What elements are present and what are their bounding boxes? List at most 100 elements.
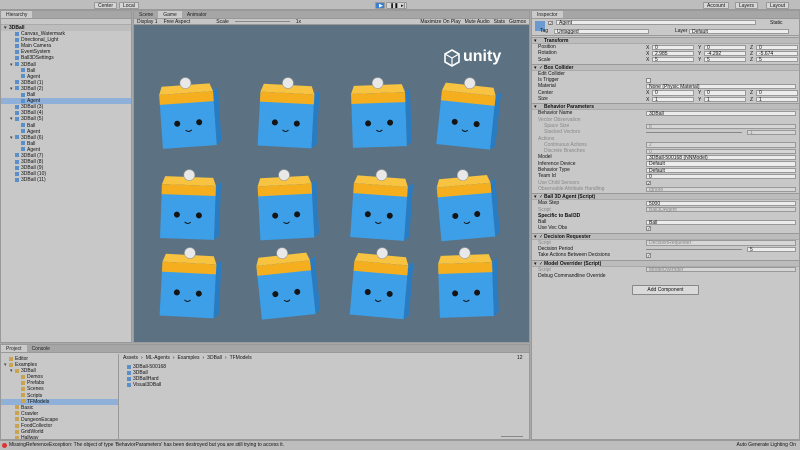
tree-row[interactable]: Scripts xyxy=(1,393,118,399)
field-value[interactable]: 5 xyxy=(747,246,796,252)
field-value[interactable]: 0 xyxy=(652,44,694,50)
inspector-tab[interactable]: Inspector xyxy=(532,11,563,18)
field-value[interactable]: 0 xyxy=(646,148,796,154)
layout-button[interactable]: Layout xyxy=(766,1,790,9)
file-row[interactable]: 3DBall xyxy=(127,370,166,376)
field-value[interactable]: 3DBall xyxy=(646,110,796,117)
game-option[interactable]: Mute Audio xyxy=(464,19,490,25)
field-value[interactable]: 0 xyxy=(704,90,746,96)
file-row[interactable]: 3DBallHard xyxy=(127,376,166,382)
tree-row[interactable]: Agent xyxy=(1,147,131,153)
tree-row[interactable]: 3DBall (1) xyxy=(1,80,131,86)
component-header[interactable]: Ball 3D Agent (Script) xyxy=(532,193,799,201)
game-option[interactable]: Stats xyxy=(493,19,506,25)
tree-row[interactable]: Editor xyxy=(1,356,118,362)
file-row[interactable]: Visual3DBall xyxy=(127,382,166,388)
tree-row[interactable]: Ball xyxy=(1,141,131,147)
tag-dropdown[interactable]: Untagged xyxy=(554,28,649,34)
view-tab[interactable]: Scene xyxy=(139,12,154,18)
pivot-button[interactable]: Center xyxy=(94,1,118,9)
checkbox[interactable] xyxy=(646,78,651,83)
component-header[interactable]: Transform xyxy=(532,37,799,45)
tree-row[interactable]: Directional_Light xyxy=(1,37,131,43)
field-value[interactable]: 5 xyxy=(652,57,694,63)
project-tab[interactable]: Console xyxy=(31,346,50,352)
tree-row[interactable]: TFModels xyxy=(1,398,118,405)
field-value[interactable]: -5.674 xyxy=(756,50,798,57)
object-name[interactable]: Agent xyxy=(556,20,756,26)
view-tab[interactable]: Animator xyxy=(186,12,207,18)
tree-row[interactable]: Crawler xyxy=(1,411,118,417)
field-value[interactable]: None (Physic Material) xyxy=(646,84,796,90)
slider-track[interactable] xyxy=(646,249,742,251)
tree-row[interactable]: Ball3DSettings xyxy=(1,55,131,61)
tree-row[interactable]: Agent xyxy=(1,74,131,80)
breadcrumb-item[interactable]: Examples xyxy=(177,355,200,361)
tree-row[interactable]: 3DBall (10) xyxy=(1,171,131,177)
tree-row[interactable]: 3DBall (6) xyxy=(1,135,131,141)
play-button[interactable]: ▶ xyxy=(375,1,385,9)
field-value[interactable]: DecisionRequester xyxy=(646,240,796,246)
game-option[interactable]: Maximize On Play xyxy=(420,19,461,25)
game-option[interactable]: Gizmos xyxy=(509,19,526,25)
field-value[interactable]: ModelOverrider xyxy=(646,267,796,273)
tree-row[interactable]: Agent xyxy=(1,129,131,135)
tree-row[interactable]: Demos xyxy=(1,374,118,380)
tree-row[interactable]: 3DBall (3) xyxy=(1,104,131,110)
tree-row[interactable]: Basic xyxy=(1,405,118,411)
tree-row[interactable]: Prefabs xyxy=(1,380,118,386)
field-value[interactable]: 0 xyxy=(756,90,798,96)
display-dropdown[interactable]: Display 1 xyxy=(137,19,158,25)
status-message[interactable]: MissingReferenceException: The object of… xyxy=(9,442,285,448)
scene-row[interactable]: 3DBall xyxy=(1,25,131,31)
tree-row[interactable]: DungeonEscape xyxy=(1,417,118,423)
tree-row[interactable]: 3DBall (5) xyxy=(1,116,131,122)
pause-button[interactable]: ❚❚ xyxy=(386,1,398,9)
field-value[interactable]: 1 xyxy=(756,96,798,102)
field-value[interactable]: Ball3DAgent xyxy=(646,207,796,213)
tree-row[interactable]: Ball xyxy=(1,92,131,98)
aspect-dropdown[interactable]: Free Aspect xyxy=(163,19,191,25)
project-tab[interactable]: Project xyxy=(1,345,27,352)
checkbox[interactable] xyxy=(646,226,651,231)
breadcrumb-item[interactable]: TFModels xyxy=(229,355,252,361)
field-value[interactable]: 0 xyxy=(652,90,694,96)
account-button[interactable]: Account xyxy=(703,1,730,9)
field-value[interactable]: Default xyxy=(646,167,796,173)
field-value[interactable]: 5 xyxy=(756,57,798,63)
checkbox[interactable] xyxy=(646,253,651,258)
field-value[interactable]: 2 xyxy=(646,142,796,148)
field-value[interactable]: 1 xyxy=(747,129,796,136)
tree-row[interactable]: 3DBall (9) xyxy=(1,165,131,171)
tree-row[interactable]: Canvas_Watermark xyxy=(1,31,131,37)
field-value[interactable]: 8 xyxy=(646,123,796,129)
field-value[interactable]: Default xyxy=(646,161,796,167)
breadcrumb-item[interactable]: 3DBall xyxy=(207,355,222,361)
tree-row[interactable]: 3DBall (4) xyxy=(1,110,131,116)
tree-row[interactable]: 3DBall (2) xyxy=(1,86,131,92)
active-toggle[interactable] xyxy=(548,20,553,25)
tree-row[interactable]: FoodCollector xyxy=(1,423,118,429)
tree-row[interactable]: Hallway xyxy=(1,435,118,439)
tree-row[interactable]: Ball xyxy=(1,68,131,74)
field-value[interactable]: 5000 xyxy=(646,200,796,207)
field-value[interactable]: 0 xyxy=(756,44,798,50)
layer-dropdown[interactable]: Default xyxy=(689,28,789,34)
breadcrumb-item[interactable]: Assets xyxy=(123,355,139,361)
tree-row[interactable]: EventSystem xyxy=(1,49,131,55)
scale-slider[interactable] xyxy=(234,19,290,22)
component-header[interactable]: Box Collider xyxy=(532,63,799,72)
step-button[interactable]: ▸| xyxy=(397,1,407,9)
tree-row[interactable]: Examples xyxy=(1,362,118,368)
tree-row[interactable]: Main Camera xyxy=(1,43,131,49)
hierarchy-tab[interactable]: Hierarchy xyxy=(1,11,33,18)
zoom-slider[interactable] xyxy=(501,436,523,437)
field-value[interactable]: 3DBall-500168 (NNModel) xyxy=(646,155,796,161)
breadcrumb-item[interactable]: ML-Agents xyxy=(145,355,170,361)
checkbox[interactable] xyxy=(646,180,651,186)
space-button[interactable]: Local xyxy=(119,1,139,9)
field-value[interactable]: 0 xyxy=(704,44,746,50)
tree-row[interactable]: 3DBall (8) xyxy=(1,159,131,165)
tree-row[interactable]: Scenes xyxy=(1,386,118,392)
file-row[interactable]: 3DBall-500168 xyxy=(127,364,166,370)
